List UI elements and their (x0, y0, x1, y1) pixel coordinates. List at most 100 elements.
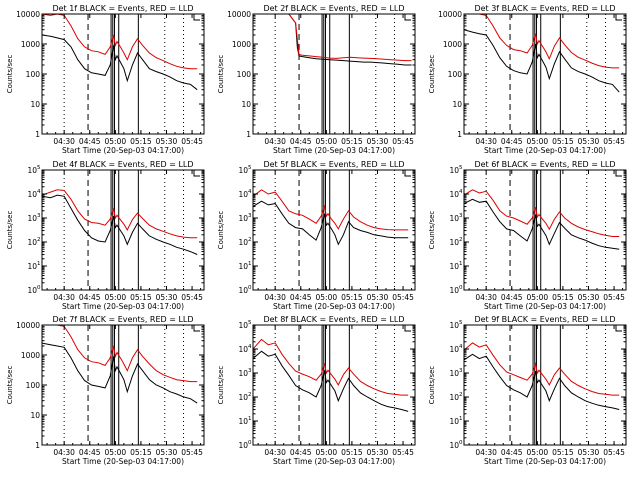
y-axis-label: Counts/sec (217, 366, 225, 405)
y-tick-exponent: 3 (248, 213, 252, 219)
y-tick-exponent: 1 (248, 261, 252, 267)
series-events (42, 342, 198, 404)
y-tick-exponent: 2 (37, 237, 41, 243)
y-tick-exponent: 5 (248, 320, 252, 326)
y-tick-exponent: 0 (459, 285, 463, 291)
y-tick-label: 10 (27, 286, 37, 295)
x-tick-label: 05:45 (603, 448, 625, 457)
y-tick-exponent: 0 (459, 440, 463, 446)
x-tick-label: 05:45 (181, 448, 203, 457)
x-axis-label: Start Time (20-Sep-03 04:17:00) (484, 302, 606, 311)
chart-panel-1: 04:30 04:45 05:00 05:15 05:30 05:45 1 10 100 1000… (6, 4, 205, 155)
y-axis-label: Counts/sec (217, 55, 225, 94)
y-tick-exponent: 4 (37, 189, 41, 195)
corner-marker (193, 325, 200, 332)
x-tick-label: 04:30 (475, 293, 497, 302)
x-tick-label: 05:15 (130, 293, 152, 302)
y-tick-label: 10 (238, 214, 248, 223)
y-tick-label: 10 (27, 190, 37, 199)
y-axis-label: Counts/sec (428, 55, 436, 94)
x-tick-label: 05:45 (181, 293, 203, 302)
plot-frame (252, 324, 416, 446)
x-tick-label: 04:30 (53, 137, 75, 146)
x-tick-label: 05:00 (527, 137, 549, 146)
y-tick-exponent: 5 (459, 165, 463, 171)
y-tick-label: 10 (449, 214, 459, 223)
x-tick-label: 05:30 (578, 137, 600, 146)
y-tick-exponent: 3 (248, 368, 252, 374)
y-tick-label: 10 (27, 214, 37, 223)
plot-frame (41, 13, 205, 135)
x-tick-label: 05:45 (603, 137, 625, 146)
x-tick-label: 05:00 (316, 293, 338, 302)
x-tick-label: 05:15 (130, 137, 152, 146)
corner-marker (615, 170, 622, 177)
y-tick-exponent: 1 (248, 416, 252, 422)
y-tick-label: 10 (238, 166, 248, 175)
y-axis-label: Counts/sec (6, 211, 14, 250)
y-tick-exponent: 3 (459, 368, 463, 374)
x-tick-label: 04:30 (53, 293, 75, 302)
series-lld (42, 189, 198, 239)
x-axis-label: Start Time (20-Sep-03 04:17:00) (62, 457, 184, 466)
series-lld (464, 189, 620, 237)
chart-panel-7: 04:30 04:45 05:00 05:15 05:30 05:45 1 10 100 1000… (6, 315, 205, 466)
chart-panel-3: 04:30 04:45 05:00 05:15 05:30 05:45 1 10 100 1000… (428, 4, 627, 155)
panel-title: Det 6f BLACK = Events, RED = LLD (474, 160, 615, 169)
x-tick-label: 04:45 (290, 293, 312, 302)
plot-frame (463, 169, 627, 291)
y-axis-label: Counts/sec (6, 55, 14, 94)
y-tick-label: 1 (35, 441, 40, 450)
y-tick-label: 100 (448, 70, 463, 79)
y-tick-label: 1 (457, 130, 462, 139)
y-tick-label: 1 (35, 130, 40, 139)
y-tick-label: 10 (452, 100, 462, 109)
plot-frame (463, 324, 627, 446)
y-tick-exponent: 0 (248, 440, 252, 446)
y-tick-label: 10 (30, 411, 40, 420)
x-tick-label: 04:45 (290, 137, 312, 146)
x-tick-label: 04:30 (475, 137, 497, 146)
y-tick-exponent: 1 (459, 261, 463, 267)
y-tick-label: 10 (238, 393, 248, 402)
y-tick-label: 10 (27, 262, 37, 271)
x-tick-label: 05:30 (367, 448, 389, 457)
x-axis-label: Start Time (20-Sep-03 04:17:00) (273, 457, 395, 466)
panel-title: Det 7f BLACK = Events, RED = LLD (52, 315, 193, 324)
x-tick-label: 05:30 (578, 293, 600, 302)
x-tick-label: 04:30 (53, 448, 75, 457)
corner-marker (615, 14, 622, 21)
panel-title: Det 9f BLACK = Events, RED = LLD (474, 315, 615, 324)
y-tick-label: 10 (449, 441, 459, 450)
panel-title: Det 1f BLACK = Events, RED = LLD (52, 4, 193, 13)
y-tick-exponent: 4 (248, 344, 252, 350)
series-events (464, 353, 620, 410)
y-tick-label: 10 (241, 100, 251, 109)
y-tick-label: 10 (238, 441, 248, 450)
x-axis-label: Start Time (20-Sep-03 04:17:00) (484, 146, 606, 155)
y-tick-label: 10000 (16, 321, 40, 330)
y-tick-exponent: 1 (459, 416, 463, 422)
x-tick-label: 05:00 (316, 137, 338, 146)
y-tick-label: 10 (449, 345, 459, 354)
plot-frame (41, 169, 205, 291)
x-tick-label: 05:15 (552, 448, 574, 457)
y-tick-label: 10 (238, 190, 248, 199)
series-events (464, 29, 620, 93)
x-axis-label: Start Time (20-Sep-03 04:17:00) (62, 302, 184, 311)
x-tick-label: 04:45 (79, 448, 101, 457)
x-tick-label: 05:30 (156, 293, 178, 302)
y-tick-label: 1 (246, 130, 251, 139)
chart-panel-2: 04:30 04:45 05:00 05:15 05:30 05:45 1 10 100 1000… (217, 4, 416, 155)
x-tick-label: 05:00 (105, 448, 127, 457)
panel-title: Det 8f BLACK = Events, RED = LLD (263, 315, 404, 324)
corner-marker (404, 325, 411, 332)
y-tick-label: 10 (449, 262, 459, 271)
series-events (253, 14, 412, 66)
y-axis-label: Counts/sec (217, 211, 225, 250)
y-tick-exponent: 2 (459, 237, 463, 243)
y-tick-label: 10 (449, 166, 459, 175)
panel-title: Det 5f BLACK = Events, RED = LLD (263, 160, 404, 169)
